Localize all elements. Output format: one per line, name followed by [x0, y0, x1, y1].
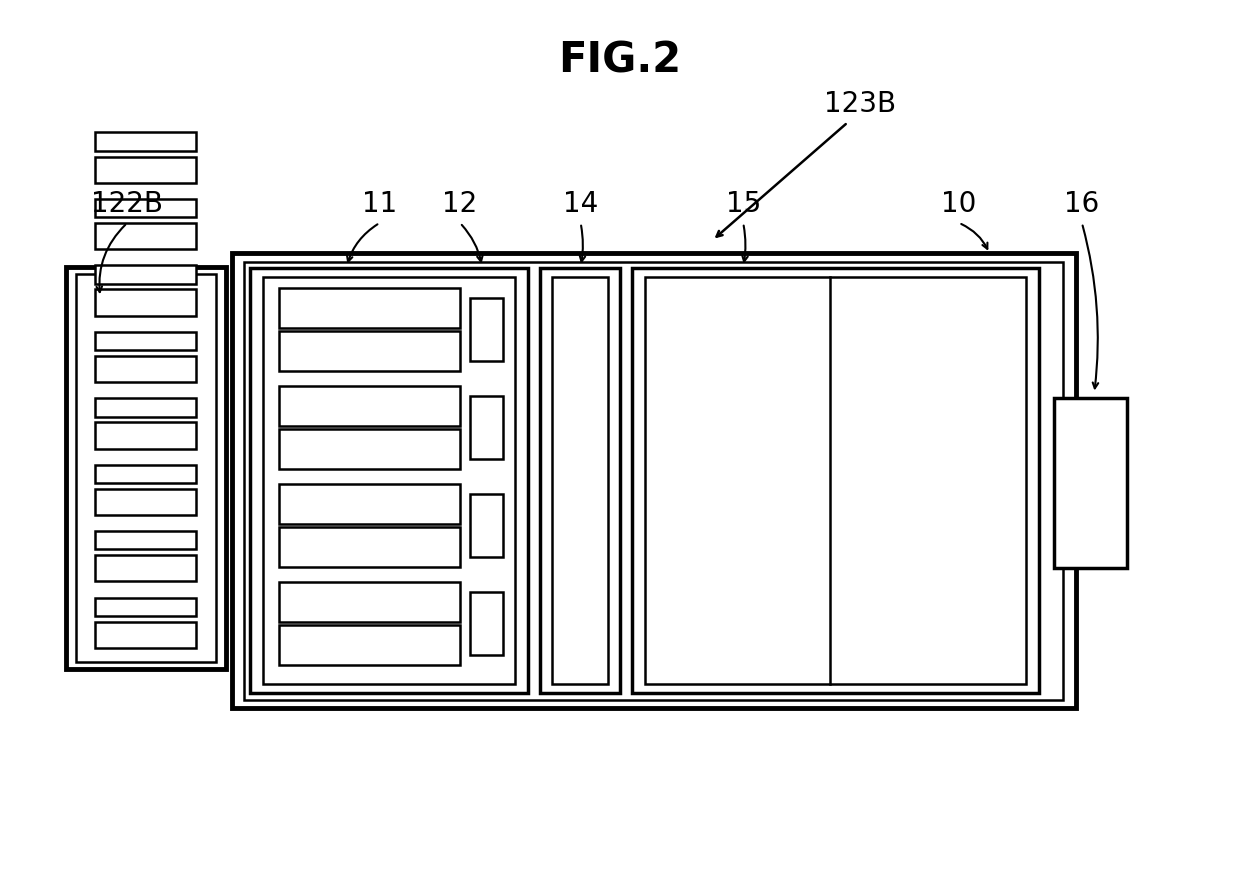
- Bar: [95, 398, 196, 417]
- Bar: [279, 582, 460, 623]
- Bar: [95, 598, 196, 615]
- Bar: [552, 277, 608, 683]
- Bar: [95, 464, 196, 483]
- Text: 14: 14: [563, 191, 598, 218]
- Bar: [95, 531, 196, 549]
- Bar: [645, 277, 1027, 683]
- Bar: [470, 396, 503, 458]
- Bar: [244, 262, 1064, 699]
- Bar: [539, 268, 620, 692]
- Bar: [632, 268, 1039, 692]
- Bar: [95, 265, 196, 283]
- Bar: [279, 429, 460, 469]
- Bar: [76, 274, 216, 662]
- Bar: [95, 290, 196, 316]
- Bar: [95, 489, 196, 515]
- Bar: [95, 199, 196, 217]
- Bar: [279, 331, 460, 371]
- Text: 123B: 123B: [825, 90, 897, 117]
- Bar: [95, 156, 196, 183]
- Bar: [95, 223, 196, 249]
- Bar: [470, 298, 503, 360]
- Bar: [95, 356, 196, 382]
- Bar: [279, 625, 460, 665]
- Text: 122B: 122B: [92, 191, 164, 218]
- Text: 16: 16: [1064, 191, 1100, 218]
- Bar: [279, 289, 460, 328]
- Bar: [95, 132, 196, 151]
- Bar: [250, 268, 528, 692]
- Bar: [279, 387, 460, 426]
- Bar: [279, 485, 460, 525]
- Bar: [263, 277, 516, 683]
- Text: 12: 12: [443, 191, 477, 218]
- Bar: [95, 422, 196, 449]
- Bar: [66, 267, 226, 669]
- Bar: [470, 592, 503, 654]
- Bar: [95, 622, 196, 648]
- Bar: [95, 555, 196, 582]
- Text: 11: 11: [362, 191, 398, 218]
- Bar: [232, 253, 1076, 708]
- Text: 10: 10: [941, 191, 976, 218]
- Bar: [470, 494, 503, 556]
- Bar: [1054, 397, 1127, 569]
- Bar: [279, 527, 460, 567]
- Text: FIG.2: FIG.2: [558, 39, 682, 81]
- Text: 15: 15: [725, 191, 761, 218]
- Bar: [95, 332, 196, 351]
